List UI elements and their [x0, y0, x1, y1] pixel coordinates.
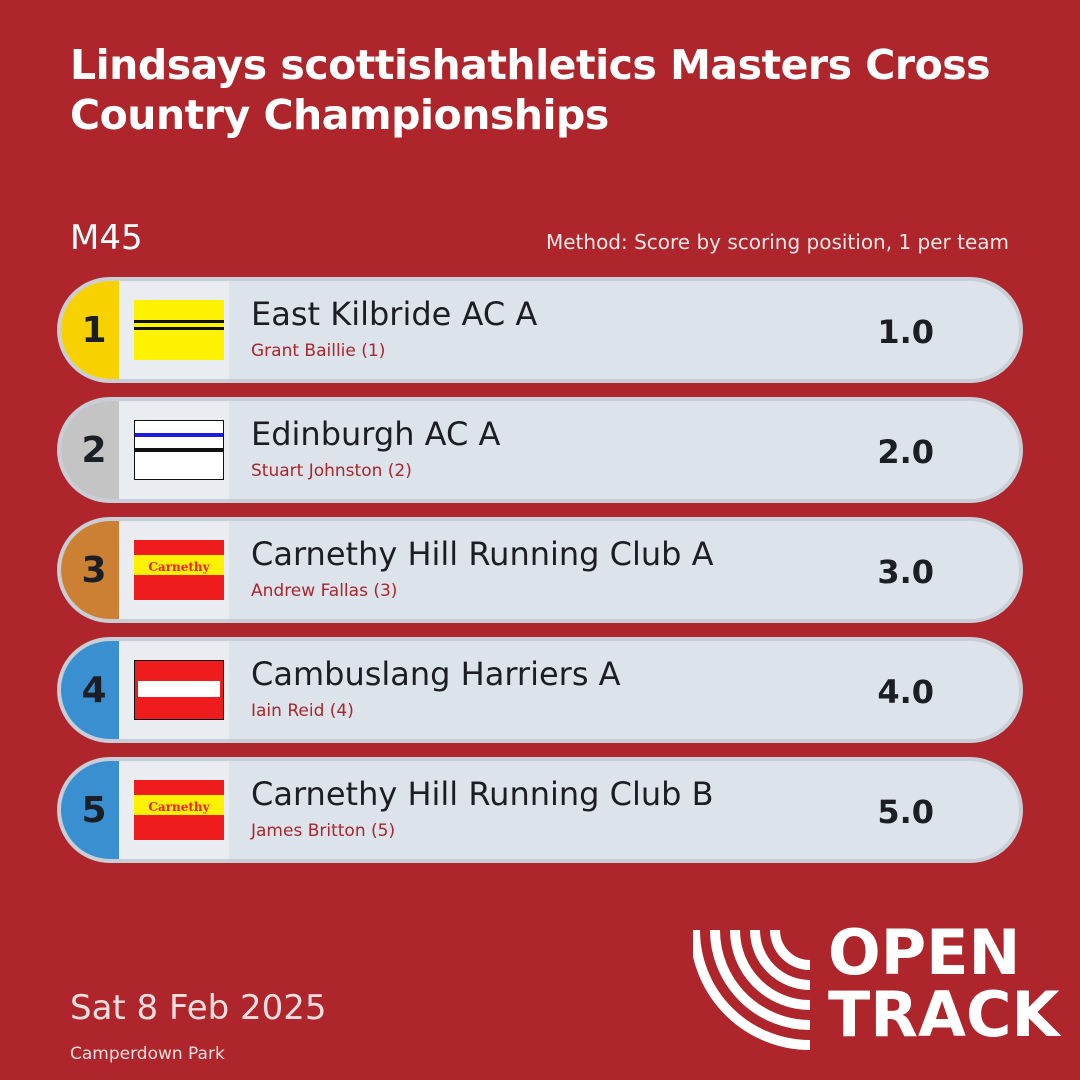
method-label: Method: Score by scoring position, 1 per…: [545, 230, 1009, 254]
page-title: Lindsays scottishathletics Masters Cross…: [70, 41, 991, 139]
team-score: 4.0: [877, 673, 934, 711]
flag-text: Carnethy: [148, 800, 210, 814]
rank-badge: 4: [61, 641, 119, 739]
result-row: 4 Cambuslang Harriers A Iain Reid (4) 4.…: [57, 637, 1023, 743]
team-score: 5.0: [877, 793, 934, 831]
team-name: Cambuslang Harriers A: [251, 655, 621, 693]
athlete-name: Stuart Johnston (2): [251, 461, 412, 481]
rank-badge: 5: [61, 761, 119, 859]
team-score: 3.0: [877, 553, 934, 591]
result-row: 3 Carnethy Carnethy Hill Running Club A …: [57, 517, 1023, 623]
athlete-name: James Britton (5): [251, 821, 396, 841]
club-flag-area: Carnethy: [119, 521, 229, 619]
result-row: 1 East Kilbride AC A Grant Baillie (1) 1…: [57, 277, 1023, 383]
logo-line-track: TRACK: [828, 978, 1060, 1051]
club-flag-area: [119, 401, 229, 499]
result-row: 2 Edinburgh AC A Stuart Johnston (2) 2.0: [57, 397, 1023, 503]
rank-badge: 2: [61, 401, 119, 499]
team-name: Carnethy Hill Running Club B: [251, 775, 714, 813]
carnethy-flag-icon: Carnethy: [134, 780, 224, 840]
result-row: 5 Carnethy Carnethy Hill Running Club B …: [57, 757, 1023, 863]
club-flag-area: [119, 641, 229, 739]
category-label: M45: [70, 218, 143, 258]
east-kilbride-flag-icon: [134, 300, 224, 360]
flag-text: Carnethy: [148, 560, 210, 574]
rank-badge: 1: [61, 281, 119, 379]
carnethy-flag-icon: Carnethy: [134, 540, 224, 600]
team-score: 1.0: [877, 313, 934, 351]
event-venue: Camperdown Park: [70, 1044, 225, 1064]
opentrack-logo-icon: [693, 929, 811, 1050]
athlete-name: Andrew Fallas (3): [251, 581, 398, 601]
team-name: East Kilbride AC A: [251, 295, 538, 333]
event-date: Sat 8 Feb 2025: [70, 988, 327, 1028]
athlete-name: Grant Baillie (1): [251, 341, 386, 361]
team-score: 2.0: [877, 433, 934, 471]
team-name: Edinburgh AC A: [251, 415, 501, 453]
athlete-name: Iain Reid (4): [251, 701, 354, 721]
edinburgh-flag-icon: [134, 420, 224, 480]
team-name: Carnethy Hill Running Club A: [251, 535, 714, 573]
club-flag-area: [119, 281, 229, 379]
opentrack-logo-text: OPEN TRACK: [828, 922, 1060, 1046]
rank-badge: 3: [61, 521, 119, 619]
club-flag-area: Carnethy: [119, 761, 229, 859]
logo-line-open: OPEN: [828, 916, 1021, 989]
cambuslang-flag-icon: [134, 660, 224, 720]
